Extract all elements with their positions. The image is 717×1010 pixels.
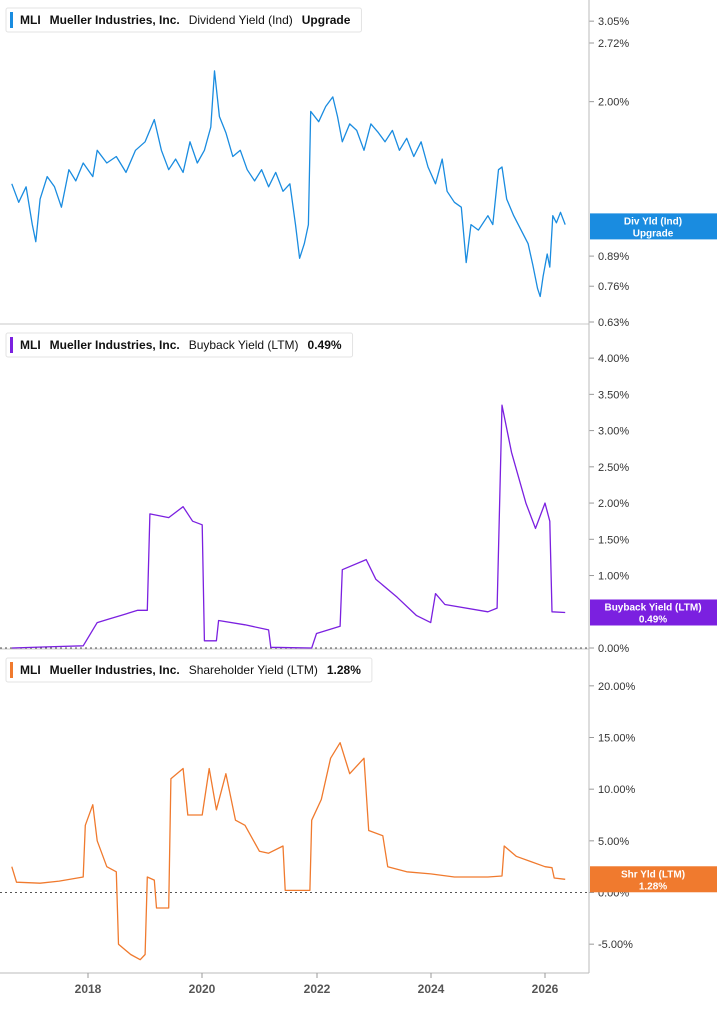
- badge-value: 0.49%: [639, 614, 667, 625]
- legend-company: Mueller Industries, Inc.: [50, 13, 180, 27]
- panel-2: 4.00% 3.50% 3.00% 2.50% 2.00% 1.50% 1.00% 0.00%…: [0, 332, 717, 655]
- badge-background: [590, 599, 717, 626]
- legend-ticker: MLI: [20, 13, 41, 27]
- legend-metric: Shareholder Yield (LTM): [189, 663, 318, 677]
- badge-background: [590, 866, 717, 893]
- value-badge: Buyback Yield (LTM)0.49%: [590, 599, 717, 626]
- legend-value: 0.49%: [308, 338, 342, 352]
- badge-label: Buyback Yield (LTM): [604, 602, 701, 613]
- legend-value: Upgrade: [302, 13, 351, 27]
- legend-swatch: [10, 12, 13, 28]
- badge-value: Upgrade: [633, 228, 674, 239]
- y-tick-label: 5.00%: [598, 836, 629, 848]
- y-tick-label: 3.50%: [598, 389, 629, 401]
- legend-metric: Dividend Yield (Ind): [189, 13, 293, 27]
- y-tick-label: -5.00%: [598, 939, 633, 951]
- panel-1: 3.05% 2.72% 2.00% 0.89% 0.76% 0.63% MLI Mueller…: [0, 7, 717, 329]
- series-line: [11, 404, 566, 649]
- y-tick-label: 20.00%: [598, 681, 636, 693]
- y-tick-label: 3.00%: [598, 426, 629, 438]
- y-tick-label: 1.50%: [598, 534, 629, 546]
- legend-ticker: MLI: [20, 338, 41, 352]
- y-tick-label: 2.72%: [598, 38, 629, 50]
- legend-swatch: [10, 337, 13, 353]
- legend-box: [5, 7, 362, 33]
- badge-label: Div Yld (Ind): [624, 216, 682, 227]
- x-tick-label: 2018: [75, 982, 102, 996]
- legend-box: [5, 332, 354, 358]
- series-line: [11, 70, 566, 298]
- value-badge: Shr Yld (LTM)1.28%: [590, 866, 717, 893]
- legend-company: Mueller Industries, Inc.: [50, 663, 180, 677]
- legend: MLI Mueller Industries, Inc. Dividend Yiel…: [5, 7, 362, 33]
- legend-value: 1.28%: [327, 663, 361, 677]
- value-badge: 1.0Div Yld (Ind)Upgrade: [590, 213, 717, 240]
- badge-background: [590, 213, 717, 240]
- y-tick-label: 0.76%: [598, 281, 629, 293]
- x-tick-label: 2020: [189, 982, 216, 996]
- legend-swatch: [10, 662, 13, 678]
- y-tick-label: 1.00%: [598, 571, 629, 583]
- legend: MLI Mueller Industries, Inc. Shareholder Y…: [5, 657, 373, 683]
- y-tick-label: 0.89%: [598, 251, 629, 263]
- y-tick-label: 0.63%: [598, 317, 629, 329]
- y-tick-label: 15.00%: [598, 733, 636, 745]
- y-tick-label: 10.00%: [598, 784, 636, 796]
- legend-metric: Buyback Yield (LTM): [189, 338, 299, 352]
- y-tick-label: 2.00%: [598, 498, 629, 510]
- x-tick-label: 2024: [418, 982, 445, 996]
- badge-label: Shr Yld (LTM): [621, 869, 685, 880]
- series-line: [11, 742, 566, 961]
- y-tick-label: 0.00%: [598, 643, 629, 655]
- x-tick-label: 2022: [304, 982, 331, 996]
- x-tick-label: 2026: [532, 982, 559, 996]
- badge-value: 1.28%: [639, 881, 667, 892]
- y-tick-label: 3.05%: [598, 16, 629, 28]
- legend-box: [5, 657, 373, 683]
- y-tick-label: 2.00%: [598, 97, 629, 109]
- legend-ticker: MLI: [20, 663, 41, 677]
- y-tick-label: 2.50%: [598, 462, 629, 474]
- legend: MLI Mueller Industries, Inc. Buyback Yield…: [5, 332, 354, 358]
- panel-3: 20.00%15.00%10.00%5.00%0.00%-5.00%MLI Mue…: [0, 657, 717, 961]
- y-tick-label: 4.00%: [598, 353, 629, 365]
- legend-company: Mueller Industries, Inc.: [50, 338, 180, 352]
